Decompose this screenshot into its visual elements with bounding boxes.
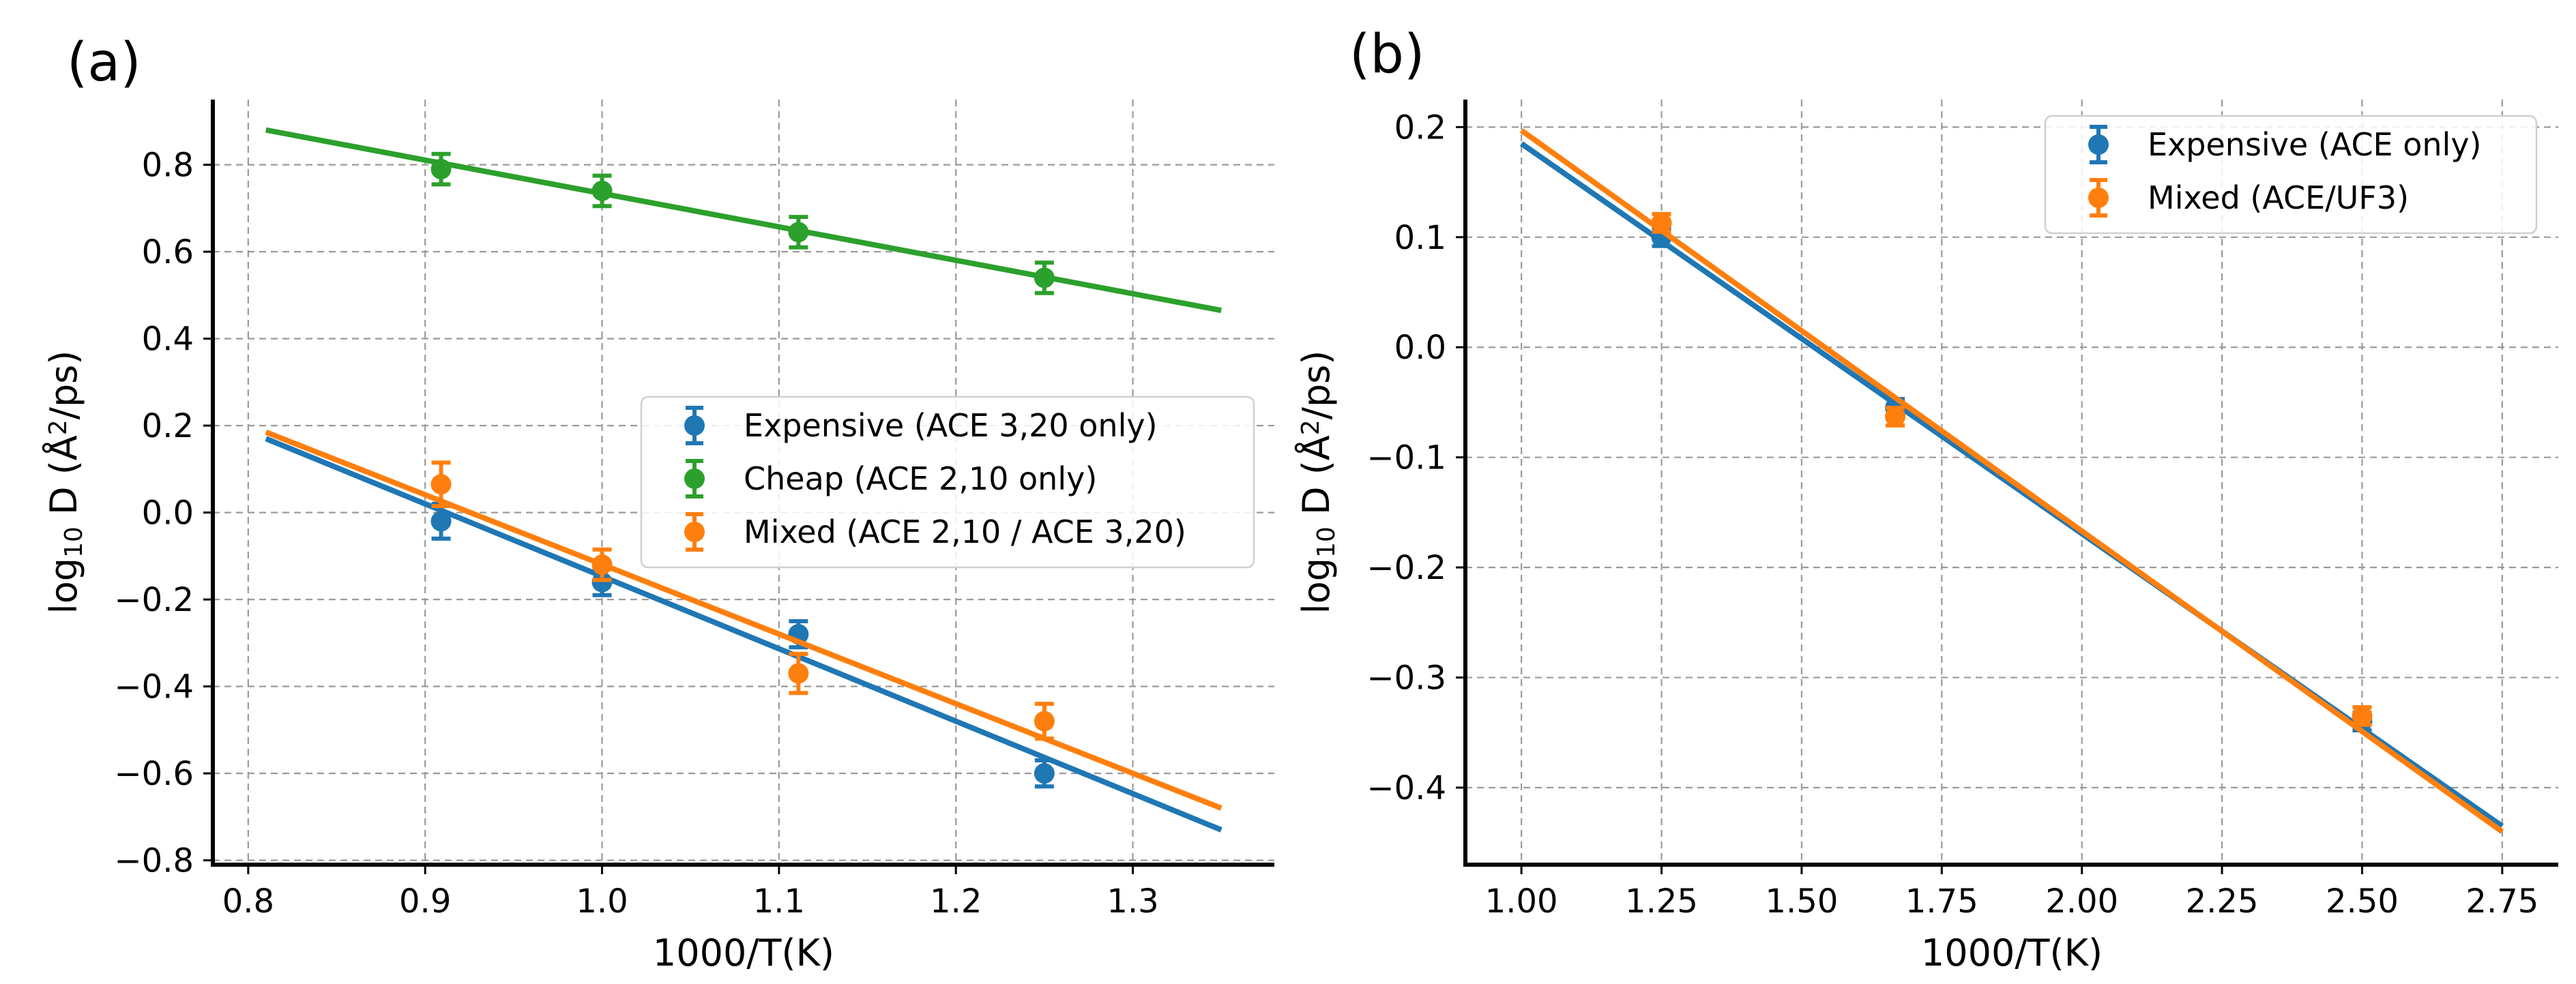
x-tick-label: 2.75: [2465, 882, 2538, 921]
y-tick-label: −0.6: [114, 755, 194, 793]
x-tick-label: 1.50: [1765, 882, 1838, 921]
legend: Expensive (ACE only) Mixed (ACE/UF3): [2044, 115, 2538, 235]
y-axis-label: log10 D (Å2/ps): [1294, 351, 1341, 614]
panel-label: (b): [1349, 24, 1424, 85]
series-mixed-ace-2-10-ace-3-20-: [265, 429, 1223, 811]
y-axis-label-main: D (Å: [1294, 435, 1338, 526]
fit-line: [1519, 128, 2504, 834]
legend-item: Mixed (ACE 2,10 / ACE 3,20): [684, 512, 1186, 552]
y-tick-label: −0.3: [1366, 659, 1446, 698]
data-point: [591, 554, 613, 576]
y-tick-label: −0.8: [114, 842, 194, 880]
x-tick-label: 0.8: [222, 882, 274, 921]
x-tick-label: 1.2: [930, 882, 982, 921]
legend-box: [640, 396, 1255, 569]
data-point: [2352, 706, 2373, 727]
legend-item: Expensive (ACE 3,20 only): [684, 406, 1158, 445]
legend-marker: [684, 522, 705, 542]
data-point: [1034, 711, 1055, 732]
x-tick-label: 2.25: [2186, 882, 2259, 921]
data-point: [591, 571, 613, 593]
y-axis-label-main: D (Å: [42, 435, 85, 526]
y-axis-label-prefix: log: [42, 558, 85, 614]
legend-label: Mixed (ACE/UF3): [2148, 179, 2409, 216]
fit-line: [265, 429, 1223, 811]
y-tick-label: −0.4: [114, 668, 194, 706]
y-axis-label-sub: 10: [60, 526, 88, 558]
legend-marker: [2088, 188, 2109, 208]
y-tick-label: 0.2: [1394, 108, 1446, 147]
data-point: [788, 222, 809, 243]
fit-line: [265, 436, 1223, 833]
data-point: [1034, 763, 1055, 784]
x-tick-label: 1.3: [1107, 882, 1158, 921]
x-tick-label: 2.50: [2326, 882, 2399, 921]
data-point: [1885, 406, 1906, 427]
x-tick-label: 1.75: [1905, 882, 1978, 921]
y-tick-label: −0.1: [1366, 439, 1446, 477]
fit-line: [265, 127, 1222, 314]
y-axis-label: log10 D (Å2/ps): [42, 351, 88, 614]
y-tick-label: 0.2: [142, 407, 194, 445]
data-point: [430, 511, 452, 532]
x-tick-label: 2.00: [2045, 882, 2118, 921]
x-tick-label: 1.00: [1485, 882, 1558, 921]
y-tick-label: 0.8: [142, 147, 194, 185]
series-expensive-ace-3-20-only-: [265, 436, 1223, 833]
legend-label: Mixed (ACE 2,10 / ACE 3,20): [744, 513, 1186, 550]
y-tick-label: 0.6: [142, 233, 194, 271]
legend-label: Expensive (ACE only): [2148, 126, 2482, 163]
legend-marker: [2088, 134, 2109, 155]
y-axis-label-sup: 2: [44, 419, 72, 435]
legend-label: Expensive (ACE 3,20 only): [744, 407, 1158, 444]
panel-label: (a): [67, 32, 141, 93]
x-tick-label: 1.1: [753, 882, 805, 921]
series-cheap-ace-2-10-only-: [265, 127, 1222, 314]
data-point: [430, 474, 452, 495]
x-tick-label: 0.9: [399, 882, 451, 921]
legend-item: Expensive (ACE only): [2088, 125, 2482, 164]
y-tick-label: 0.0: [142, 494, 194, 533]
data-point: [788, 663, 809, 684]
y-axis-label-suffix: /ps): [42, 351, 85, 420]
y-tick-label: 0.1: [1394, 219, 1446, 257]
legend-marker: [684, 468, 705, 489]
legend-item: Cheap (ACE 2,10 only): [684, 459, 1097, 498]
data-point: [1651, 212, 1672, 233]
y-axis-label-prefix: log: [1295, 558, 1338, 614]
y-tick-label: 0.0: [1394, 329, 1446, 367]
y-axis-label-sub: 10: [1313, 526, 1341, 558]
y-axis-label-sup: 2: [1297, 419, 1325, 435]
legend: Expensive (ACE 3,20 only) Cheap (ACE 2,10…: [640, 396, 1255, 569]
y-tick-label: −0.2: [114, 581, 194, 619]
x-tick-label: 1.25: [1625, 882, 1698, 921]
y-tick-label: −0.2: [1366, 549, 1446, 587]
y-tick-label: −0.4: [1366, 769, 1446, 807]
legend-marker: [684, 415, 705, 436]
legend-box: [2044, 115, 2538, 235]
legend-label: Cheap (ACE 2,10 only): [744, 460, 1097, 497]
x-tick-label: 1.0: [576, 882, 628, 921]
chart-panel-a: (a) 0.8 0.9 1.0 1.1 1.2 1.3 −0.8 −0.6 −0.4 −0.2 0.0…: [42, 32, 1274, 974]
data-point: [1034, 267, 1055, 288]
legend-item: Mixed (ACE/UF3): [2088, 178, 2409, 218]
series-mixed-ace-uf3-: [1519, 128, 2504, 834]
data-point: [591, 180, 613, 201]
y-tick-label: 0.4: [142, 320, 194, 359]
data-point: [430, 159, 452, 179]
x-axis-label: 1000/T(K): [1921, 931, 2103, 974]
x-axis-label: 1000/T(K): [653, 931, 834, 974]
chart-panel-b: (b) 1.00 1.25 1.50 1.75 2.00 2.25 2.50 2.75 −0.4 −…: [1294, 24, 2558, 974]
y-axis-label-suffix: /ps): [1295, 351, 1338, 420]
